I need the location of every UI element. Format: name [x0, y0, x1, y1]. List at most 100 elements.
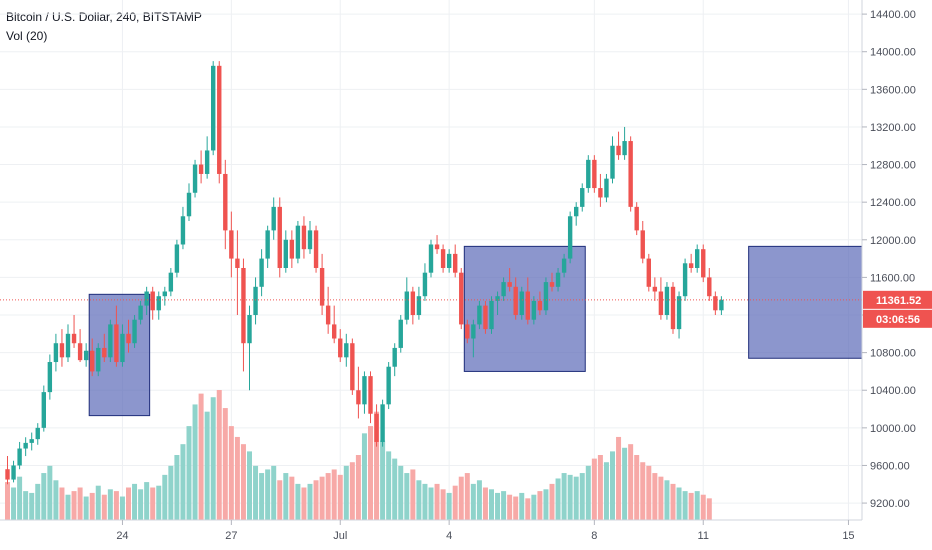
volume-bar	[271, 465, 277, 520]
volume-bar	[5, 482, 10, 520]
candle-body	[719, 299, 724, 311]
candle-body	[616, 145, 621, 156]
candle-body	[580, 188, 585, 207]
volume-bar	[11, 487, 17, 520]
candle-body	[29, 439, 34, 443]
volume-bar	[489, 489, 494, 520]
volume-bar	[501, 491, 507, 520]
candle-body	[83, 350, 89, 361]
candle-body	[96, 347, 101, 372]
candle-body	[144, 291, 149, 306]
candle-body	[459, 272, 464, 325]
volume-bar	[688, 492, 694, 520]
candle-body	[422, 272, 428, 297]
candle-body	[132, 319, 137, 344]
candle-body	[120, 333, 125, 363]
candle-body	[186, 192, 192, 217]
volume-bar	[392, 458, 398, 520]
candle-body	[707, 277, 712, 297]
volume-bar	[198, 393, 204, 520]
volume-bar	[434, 483, 440, 520]
volume-bar	[537, 491, 543, 520]
price-tick-label: 13200.00	[870, 122, 916, 134]
volume-bar	[186, 426, 192, 520]
volume-bar	[591, 458, 597, 520]
volume-bar	[204, 411, 210, 520]
time-tick-label: 27	[225, 530, 237, 542]
price-tick-label: 12400.00	[870, 197, 916, 209]
candle-body	[688, 263, 694, 268]
volume-bar	[361, 433, 367, 520]
volume-bar	[307, 483, 313, 520]
candle-body	[223, 173, 228, 231]
volume-bar	[113, 491, 119, 520]
volume-bar	[23, 491, 29, 520]
volume-bar	[603, 462, 609, 520]
volume-bar	[319, 476, 325, 520]
candle-body	[501, 282, 506, 297]
candle-body	[628, 141, 633, 207]
candle-body	[610, 145, 615, 179]
candle-body	[404, 291, 409, 320]
candle-body	[229, 230, 234, 259]
volume-bar	[289, 476, 295, 520]
time-tick-label: 15	[842, 530, 854, 542]
candle-body	[465, 324, 470, 339]
candle-body	[283, 239, 288, 268]
candle-body	[695, 249, 700, 268]
candle-body	[108, 324, 113, 358]
candle-body	[519, 291, 524, 316]
volume-bar	[374, 411, 380, 520]
volume-bar	[192, 404, 198, 520]
candle-body	[664, 286, 670, 316]
candle-body	[652, 286, 658, 292]
candle-body	[168, 272, 174, 292]
candle-body	[676, 296, 682, 330]
candle-body	[235, 258, 240, 268]
volume-bar	[464, 473, 470, 520]
volume-bar	[337, 474, 343, 520]
volume-bar	[616, 436, 622, 520]
candle-body	[507, 282, 512, 287]
volume-bar	[579, 473, 585, 520]
candle-body	[555, 272, 561, 287]
volume-bar	[507, 494, 513, 520]
candle-body	[23, 442, 28, 449]
candle-body	[398, 319, 403, 348]
volume-bar	[676, 487, 682, 520]
candle-body	[543, 282, 549, 311]
volume-bar	[174, 455, 180, 520]
volume-bar	[543, 489, 549, 520]
volume-bar	[476, 480, 482, 520]
volume-bar	[355, 455, 361, 520]
time-tick-label: 4	[446, 530, 452, 542]
time-tick-label: 11	[698, 530, 709, 542]
highlight-box	[463, 245, 586, 372]
candle-body	[356, 390, 361, 405]
time-axis-bg	[0, 520, 932, 550]
candle-body	[489, 300, 494, 330]
candle-body	[561, 258, 567, 273]
time-axis[interactable]: 24 27 Jul 4 8 11 15	[116, 520, 855, 542]
volume-bar	[59, 487, 65, 520]
candle-body	[319, 267, 325, 306]
candle-body	[102, 347, 107, 358]
volume-bar	[101, 494, 107, 520]
candle-body	[350, 343, 355, 391]
candle-body	[114, 324, 119, 363]
volume-bar	[610, 451, 615, 520]
candle-body	[598, 188, 603, 198]
candle-body	[192, 164, 198, 193]
volume-bar	[416, 480, 422, 520]
volume-bar	[349, 462, 355, 520]
volume-bar	[253, 465, 259, 520]
volume-bar	[531, 494, 537, 520]
price-tick-label: 10000.00	[870, 423, 916, 435]
volume-bar	[706, 498, 712, 520]
volume-bar	[428, 487, 434, 520]
volume-bar	[132, 483, 138, 520]
candle-body	[295, 225, 301, 259]
volume-bar	[126, 487, 131, 520]
volume-bar	[216, 390, 222, 520]
